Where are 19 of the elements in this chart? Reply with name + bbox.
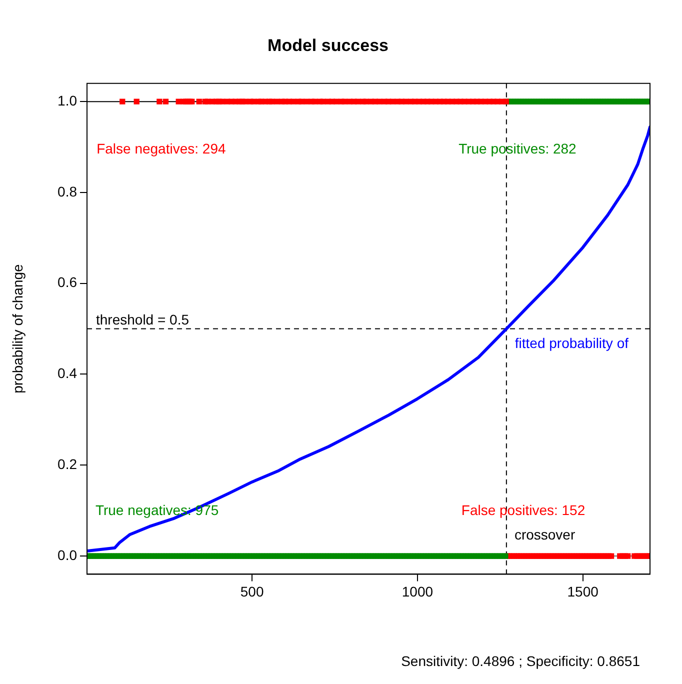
annotation: fitted probability of [514,334,629,351]
x-tick-label: 500 [240,583,264,600]
annotation: True positives: 282 [458,140,577,157]
y-tick-label: 0.6 [58,274,78,290]
y-tick-label: 0.8 [58,183,78,200]
ref-line-label: crossover [514,526,576,542]
annotation: False positives: 152 [461,502,586,518]
y-tick-label: 1.0 [58,92,78,108]
y-axis-title: probability of change [9,264,26,394]
text: Sensitivity: 0.4896 ; Specificity: 0.8651 [401,652,640,669]
y-tick-label: 0.4 [58,365,78,382]
x-tick-label: 1500 [567,583,599,600]
ref-line-label: threshold = 0.5 [96,312,190,328]
chart-title: Model success [268,36,388,55]
y-tick-label: 0.0 [58,546,78,563]
annotation: True negatives: 975 [95,502,219,518]
x-tick-label: 1000 [402,583,434,600]
annotation: False negatives: 294 [96,140,226,157]
y-tick-label: 0.2 [58,456,78,472]
